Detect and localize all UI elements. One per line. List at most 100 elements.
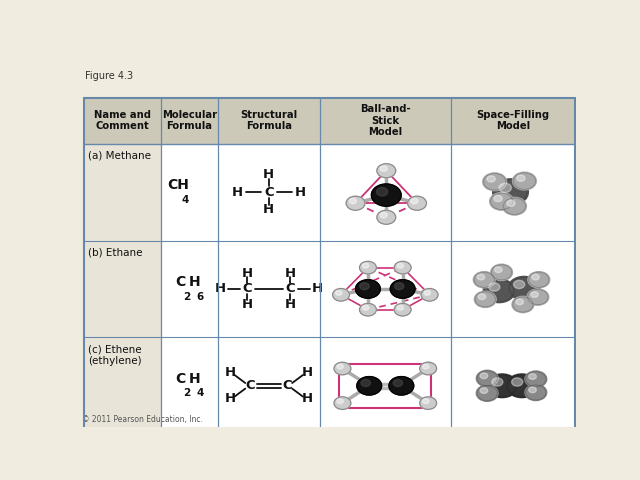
Bar (84, 97, 575, 144)
Circle shape (478, 294, 486, 300)
Circle shape (420, 397, 436, 409)
Bar (339, 364, 431, 408)
Circle shape (499, 183, 511, 192)
Circle shape (525, 371, 547, 387)
Circle shape (480, 373, 488, 379)
Text: Name and
Comment: Name and Comment (94, 110, 151, 132)
Text: H: H (263, 203, 275, 216)
Circle shape (360, 283, 369, 290)
Text: H: H (188, 372, 200, 386)
Text: H: H (312, 282, 323, 296)
Text: H: H (188, 275, 200, 289)
Circle shape (361, 380, 371, 386)
Circle shape (360, 261, 376, 274)
Circle shape (477, 274, 484, 280)
Circle shape (371, 184, 401, 206)
Circle shape (397, 264, 403, 268)
Circle shape (474, 291, 496, 308)
Circle shape (394, 261, 411, 274)
Circle shape (483, 279, 515, 303)
Circle shape (490, 192, 513, 210)
Circle shape (491, 264, 513, 280)
Text: Molecular
Formula: Molecular Formula (162, 110, 217, 132)
Text: H: H (242, 267, 253, 280)
Circle shape (424, 290, 430, 295)
Text: H: H (302, 366, 313, 379)
Circle shape (380, 166, 387, 171)
Circle shape (474, 272, 495, 288)
Circle shape (394, 283, 404, 290)
Text: C: C (285, 282, 295, 296)
Circle shape (356, 280, 380, 298)
Text: H: H (232, 186, 243, 199)
Text: 2: 2 (183, 388, 190, 398)
Text: H: H (302, 392, 313, 405)
Circle shape (376, 188, 388, 196)
Circle shape (492, 378, 503, 386)
Circle shape (420, 362, 436, 375)
Circle shape (511, 378, 523, 386)
Circle shape (507, 200, 515, 206)
Text: (b) Ethane: (b) Ethane (88, 247, 143, 257)
Circle shape (502, 197, 526, 215)
Circle shape (360, 303, 376, 316)
Circle shape (422, 399, 429, 404)
Circle shape (377, 210, 396, 224)
Circle shape (422, 364, 429, 369)
Circle shape (408, 196, 426, 210)
Circle shape (337, 364, 343, 369)
Text: 4: 4 (182, 195, 189, 205)
Circle shape (377, 164, 396, 178)
Text: H: H (294, 186, 305, 199)
Text: H: H (285, 298, 296, 311)
Circle shape (514, 280, 525, 288)
Circle shape (527, 289, 548, 305)
Circle shape (532, 274, 540, 280)
Circle shape (476, 385, 498, 401)
Circle shape (528, 272, 550, 288)
Text: C: C (283, 379, 292, 392)
Text: 4: 4 (196, 388, 204, 398)
Circle shape (483, 173, 507, 191)
Circle shape (513, 172, 536, 190)
Circle shape (389, 377, 413, 395)
Circle shape (390, 280, 415, 298)
Circle shape (394, 303, 411, 316)
Text: 2: 2 (183, 291, 190, 301)
Circle shape (380, 213, 387, 218)
Circle shape (333, 288, 349, 301)
Circle shape (531, 292, 538, 297)
Text: H: H (215, 282, 226, 296)
Text: Structural
Formula: Structural Formula (240, 110, 298, 132)
Circle shape (508, 276, 540, 300)
Text: Ball-and-
Stick
Model: Ball-and- Stick Model (360, 104, 411, 137)
Text: C: C (175, 372, 186, 386)
Text: C: C (264, 186, 273, 199)
Circle shape (346, 196, 365, 210)
Text: (c) Ethene
(ethylene): (c) Ethene (ethylene) (88, 344, 141, 366)
Circle shape (529, 374, 536, 379)
Text: (a) Methane: (a) Methane (88, 150, 151, 160)
Text: Space-Filling
Model: Space-Filling Model (476, 110, 550, 132)
Circle shape (476, 370, 498, 386)
Circle shape (362, 264, 369, 268)
Circle shape (494, 195, 502, 202)
Text: CH: CH (168, 178, 189, 192)
Text: H: H (285, 267, 296, 280)
Circle shape (516, 175, 525, 181)
Bar (161, 97, 575, 434)
Text: © 2011 Pearson Education, Inc.: © 2011 Pearson Education, Inc. (83, 415, 204, 424)
Circle shape (493, 179, 529, 205)
Circle shape (516, 299, 524, 305)
Text: Figure 4.3: Figure 4.3 (85, 71, 133, 81)
Circle shape (411, 198, 418, 204)
Circle shape (334, 362, 351, 375)
Text: H: H (242, 298, 253, 311)
Circle shape (349, 198, 356, 204)
Circle shape (421, 288, 438, 301)
Text: H: H (225, 392, 236, 405)
Circle shape (393, 380, 403, 386)
Circle shape (337, 399, 343, 404)
Circle shape (362, 305, 369, 310)
Text: 6: 6 (196, 291, 204, 301)
